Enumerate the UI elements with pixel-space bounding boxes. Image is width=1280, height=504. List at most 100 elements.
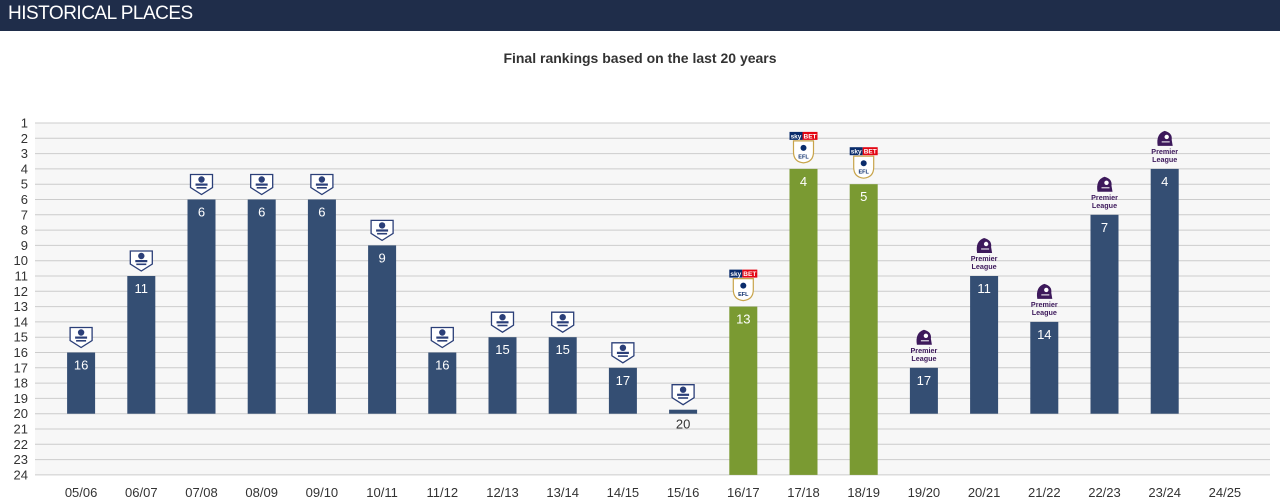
data-label: 4: [800, 174, 807, 189]
svg-text:Premier: Premier: [1091, 193, 1118, 202]
data-label: 5: [860, 189, 867, 204]
svg-text:Premier: Premier: [911, 346, 938, 355]
data-label: 6: [258, 205, 265, 220]
svg-text:Premier: Premier: [1031, 300, 1058, 309]
x-tick-label: 08/09: [245, 485, 278, 500]
plot-area: [35, 123, 1270, 475]
x-tick-label: 14/15: [607, 485, 640, 500]
bar: [729, 306, 758, 475]
svg-text:Premier: Premier: [971, 254, 998, 263]
x-tick-label: 24/25: [1209, 485, 1242, 500]
bar: [307, 199, 336, 414]
x-tick-label: 16/17: [727, 485, 760, 500]
svg-text:EFL: EFL: [798, 154, 809, 160]
premier-league-logo: [551, 311, 575, 333]
y-tick-label: 20: [14, 406, 28, 421]
x-tick-label: 06/07: [125, 485, 158, 500]
y-tick-label: 5: [21, 177, 28, 192]
data-label: 4: [1161, 174, 1168, 189]
y-tick-label: 11: [15, 269, 29, 284]
svg-text:BET: BET: [804, 133, 817, 140]
y-tick-label: 14: [14, 314, 28, 329]
y-tick-label: 15: [14, 330, 28, 345]
svg-text:BET: BET: [743, 271, 756, 278]
data-label: 17: [917, 373, 931, 388]
efl-sky-bet-logo: sky BET EFL: [789, 131, 818, 164]
data-label: 11: [977, 281, 991, 296]
data-label: 15: [495, 342, 509, 357]
x-tick-label: 07/08: [185, 485, 218, 500]
y-tick-label: 3: [21, 146, 28, 161]
bar: [909, 367, 938, 414]
premier-league-logo: [69, 326, 93, 349]
section-header: HISTORICAL PLACES: [0, 0, 1280, 31]
svg-text:sky: sky: [851, 149, 862, 156]
svg-text:League: League: [1092, 201, 1117, 210]
y-tick-label: 8: [21, 223, 28, 238]
y-tick-label: 17: [14, 360, 28, 375]
y-tick-label: 18: [14, 376, 28, 391]
bar: [789, 168, 818, 475]
y-tick-label: 22: [14, 437, 28, 452]
bar: [187, 199, 216, 414]
y-tick-label: 1: [21, 116, 28, 131]
bar: [548, 337, 577, 414]
data-label: 13: [736, 312, 750, 327]
y-tick-label: 13: [14, 299, 28, 314]
svg-text:EFL: EFL: [738, 292, 749, 298]
data-label: 7: [1101, 220, 1108, 235]
bar: [368, 245, 397, 414]
y-tick-label: 9: [21, 238, 28, 253]
data-label: 6: [198, 205, 205, 220]
y-tick-label: 21: [14, 422, 28, 437]
premier-league-logo: [430, 326, 454, 349]
premier-league-logo: [129, 250, 153, 272]
bar: [67, 352, 96, 414]
bar: [488, 337, 517, 414]
svg-text:EFL: EFL: [859, 170, 870, 176]
premier-league-logo: [490, 311, 515, 333]
x-tick-label: 19/20: [908, 485, 941, 500]
premier-league-logo: [310, 173, 334, 196]
bar: [428, 352, 457, 414]
svg-text:League: League: [911, 354, 936, 363]
bar: [849, 184, 878, 475]
data-label: 14: [1037, 327, 1051, 342]
chart-title: Final rankings based on the last 20 year…: [503, 50, 777, 66]
x-tick-label: 05/06: [65, 485, 98, 500]
y-tick-label: 7: [21, 207, 28, 222]
bar: [1090, 214, 1119, 414]
premier-league-logo: [611, 342, 635, 364]
y-tick-label: 23: [14, 452, 28, 467]
svg-text:sky: sky: [730, 271, 741, 278]
bar: [127, 276, 156, 414]
bar: [669, 409, 698, 414]
y-tick-label: 12: [14, 284, 28, 299]
svg-text:sky: sky: [791, 133, 802, 140]
x-tick-label: 23/24: [1148, 485, 1181, 500]
premier-league-logo: [370, 219, 394, 242]
bar: [1030, 321, 1059, 414]
y-tick-label: 10: [14, 253, 28, 268]
data-label: 20: [676, 417, 690, 432]
x-tick-label: 20/21: [968, 485, 1001, 500]
x-tick-label: 12/13: [486, 485, 519, 500]
section-title: HISTORICAL PLACES: [8, 3, 193, 24]
premier-league-logo: [250, 173, 274, 196]
x-tick-label: 15/16: [667, 485, 700, 500]
x-tick-label: 21/22: [1028, 485, 1061, 500]
efl-sky-bet-logo: sky BET EFL: [729, 269, 758, 302]
svg-text:League: League: [1152, 155, 1177, 164]
data-label: 6: [318, 205, 325, 220]
data-label: 15: [555, 342, 569, 357]
y-tick-label: 19: [14, 391, 28, 406]
svg-text:League: League: [972, 262, 997, 271]
y-tick-label: 4: [21, 161, 28, 176]
premier-league-logo: [671, 384, 695, 406]
x-tick-label: 13/14: [546, 485, 579, 500]
